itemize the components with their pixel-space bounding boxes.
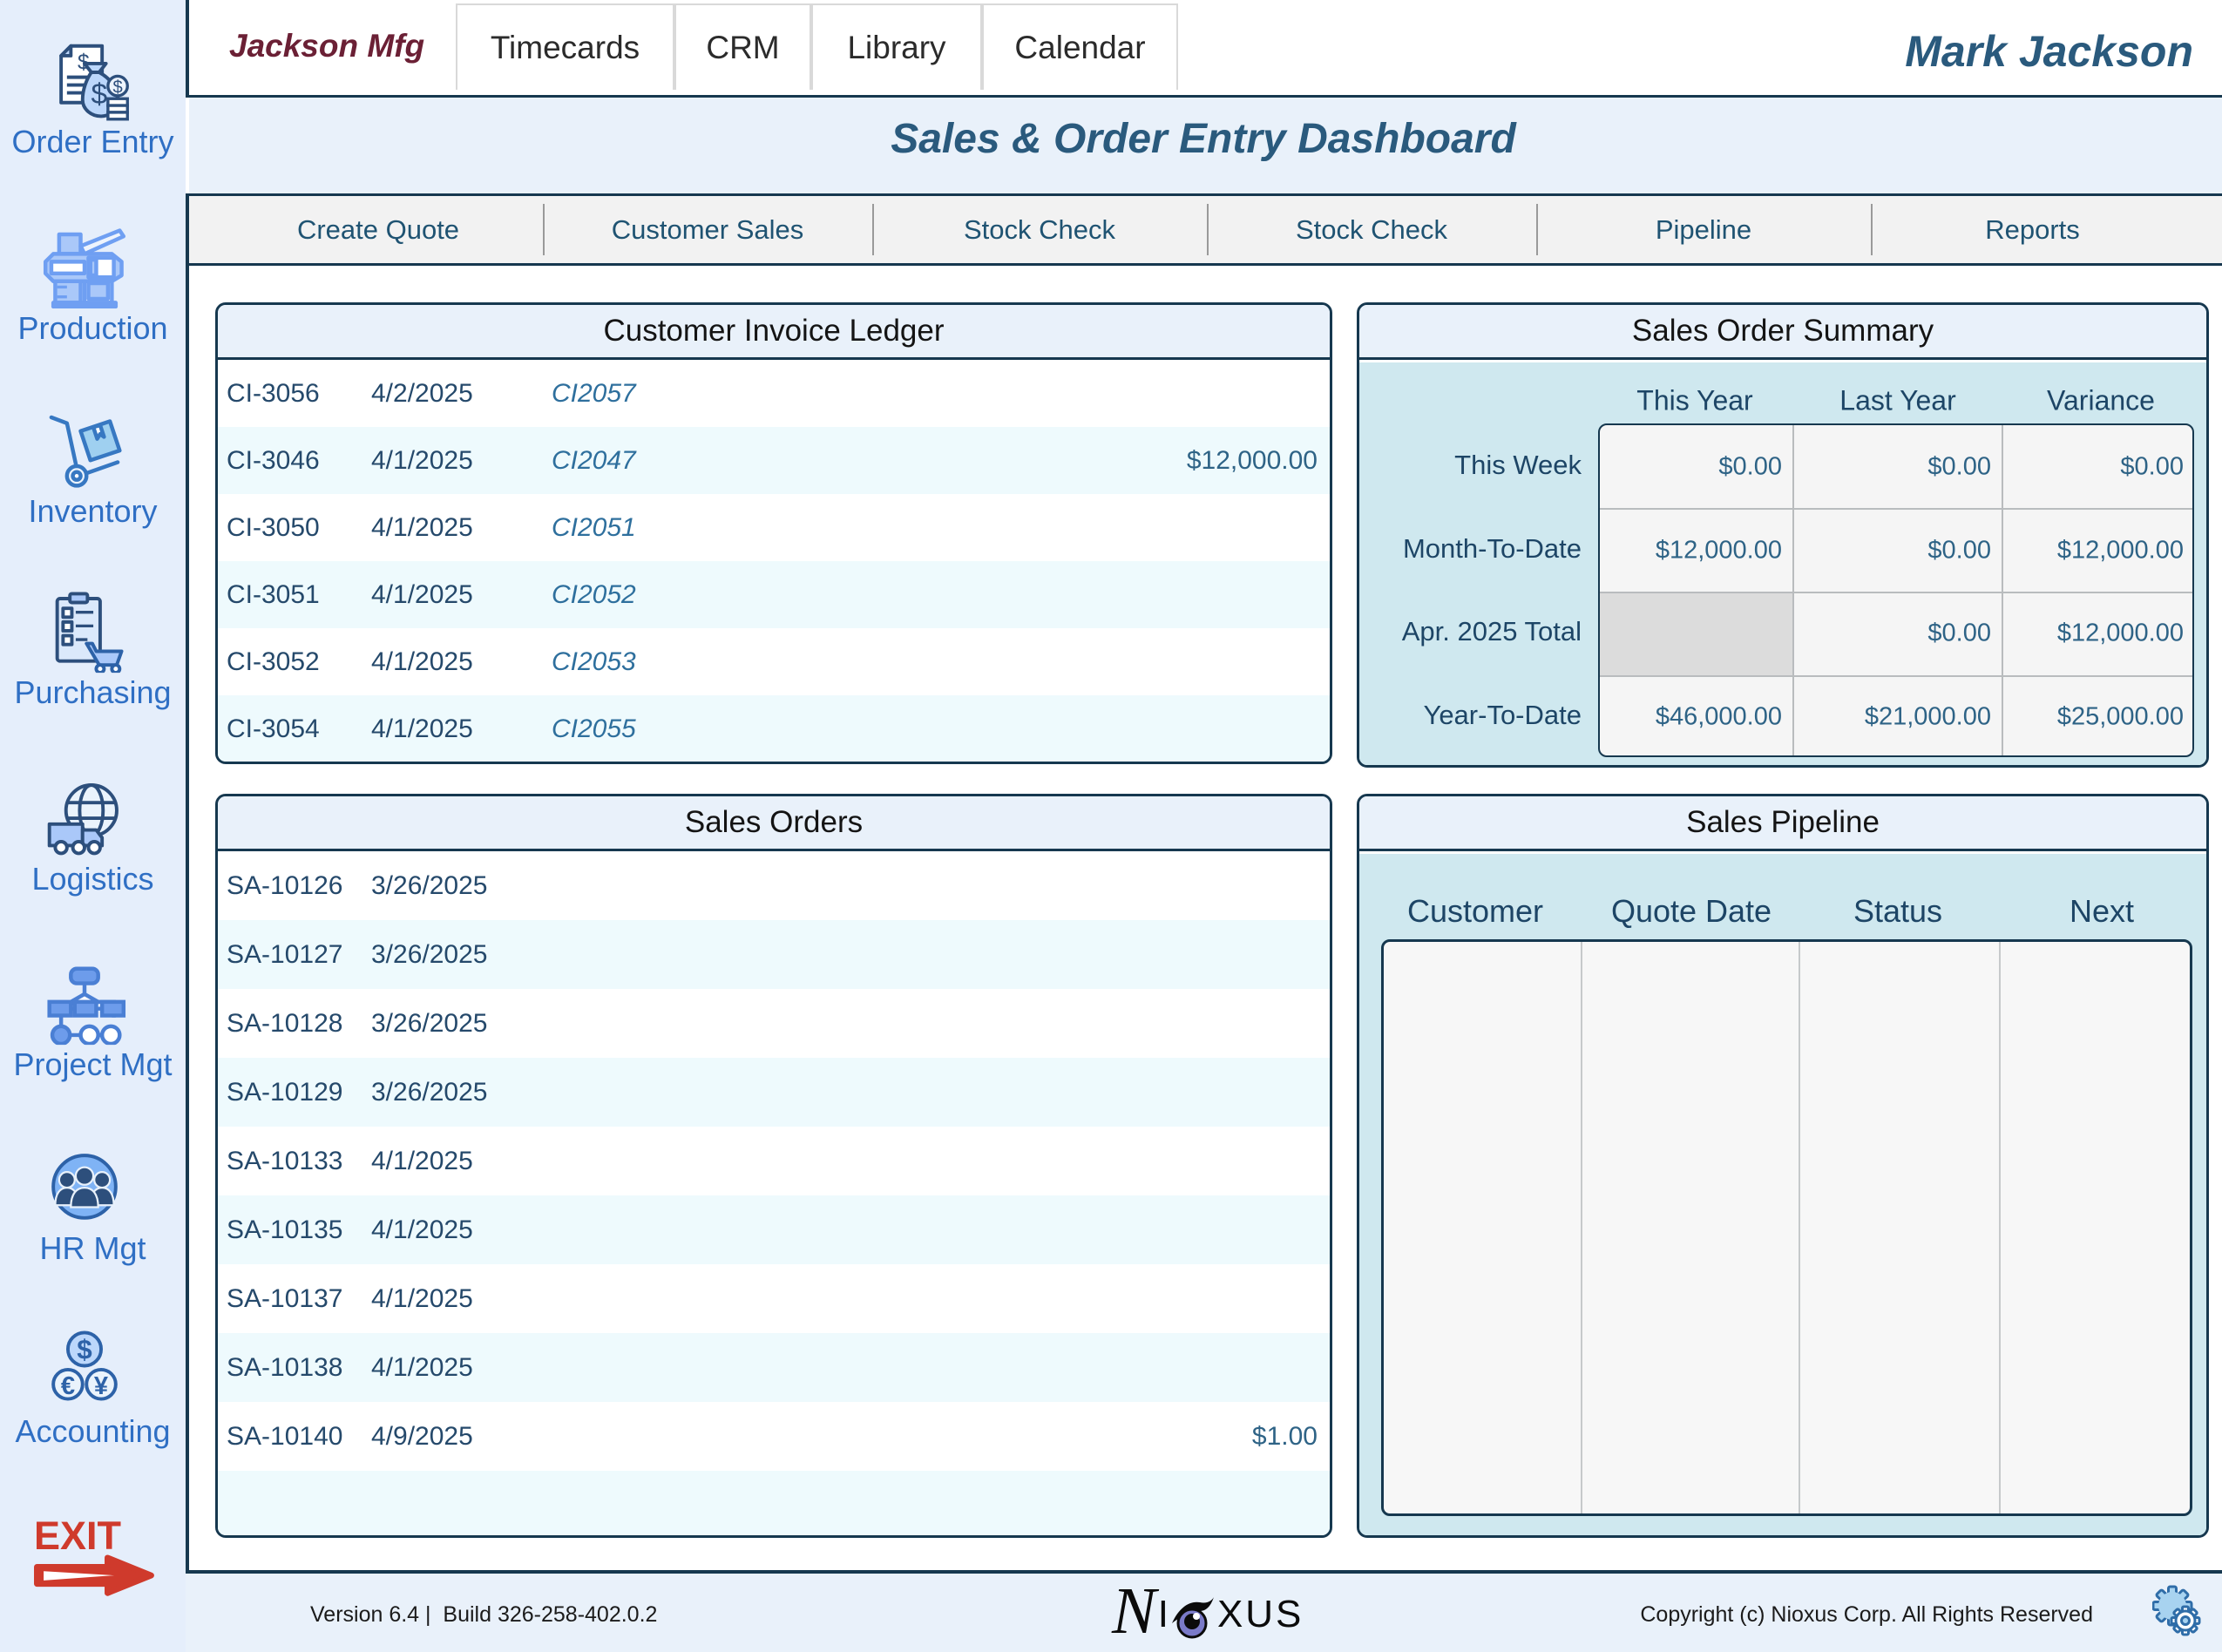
svg-text:$: $	[91, 78, 107, 111]
svg-text:$: $	[77, 1335, 91, 1365]
svg-text:$: $	[112, 78, 122, 98]
svg-text:¥: ¥	[93, 1372, 108, 1400]
svg-text:€: €	[60, 1372, 74, 1400]
